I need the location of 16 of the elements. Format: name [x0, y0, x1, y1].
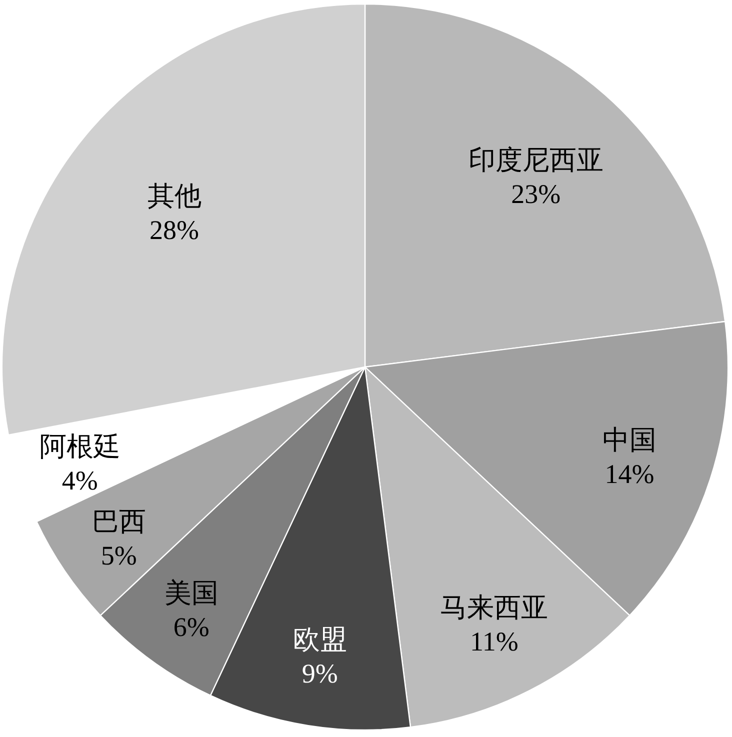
- data-label: 6%: [173, 612, 210, 642]
- slice-label: 巴西: [92, 506, 146, 538]
- slice-label: 阿根廷: [39, 432, 120, 463]
- slice-label: 美国: [164, 578, 218, 610]
- data-label: 23%: [511, 179, 561, 210]
- data-label: 28%: [149, 215, 199, 246]
- slice-label: 印度尼西亚: [468, 145, 604, 176]
- data-label: 14%: [604, 458, 654, 489]
- slice-label: 其他: [147, 181, 202, 212]
- data-label: 11%: [470, 626, 518, 657]
- data-label: 5%: [100, 540, 137, 570]
- data-label: 9%: [302, 658, 338, 688]
- slice-label: 马来西亚: [440, 592, 548, 624]
- slice-label: 中国: [602, 424, 656, 456]
- slice-label: 欧盟: [292, 624, 347, 656]
- data-label: 4%: [62, 466, 98, 496]
